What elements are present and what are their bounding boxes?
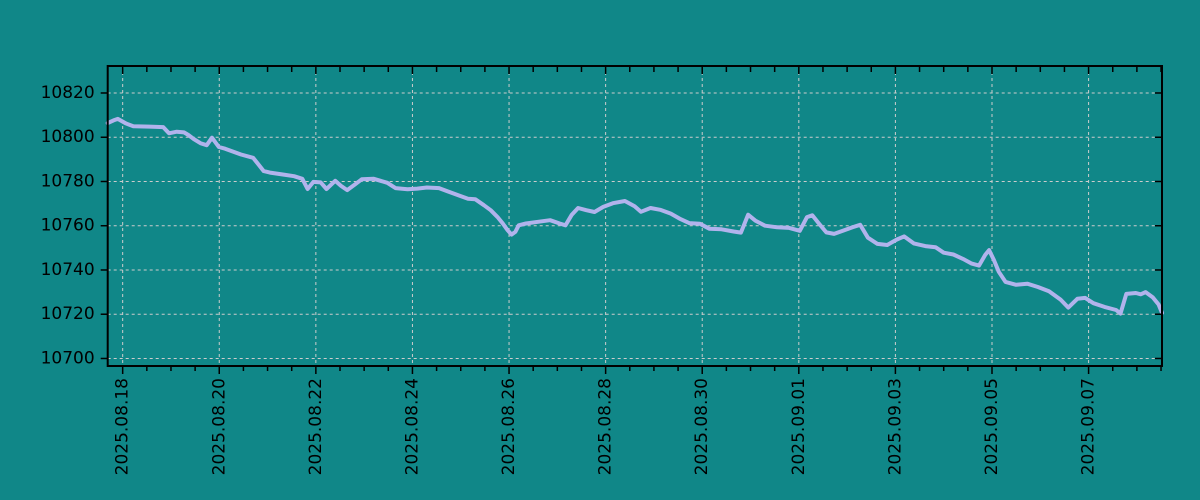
x-tick-label: 2025.09.05 xyxy=(982,378,1002,475)
x-axis-labels: 2025.08.18 2025.08.20 2025.08.22 2025.08.24… xyxy=(113,378,1099,475)
y-tick-label: 10820 xyxy=(41,83,95,103)
x-tick-label: 2025.08.22 xyxy=(306,378,326,475)
y-tick-label: 10740 xyxy=(41,260,95,280)
axis-ticks xyxy=(100,66,1162,374)
y-tick-label: 10720 xyxy=(41,304,95,324)
y-tick-label: 10700 xyxy=(41,348,95,368)
x-tick-label: 2025.08.24 xyxy=(402,378,422,475)
x-tick-label: 2025.09.01 xyxy=(789,378,809,475)
x-tick-label: 2025.08.26 xyxy=(499,378,519,475)
x-tick-label: 2025.09.07 xyxy=(1079,378,1099,475)
x-tick-label: 2025.08.20 xyxy=(209,378,229,475)
x-tick-label: 2025.08.18 xyxy=(113,378,133,475)
y-tick-label: 10800 xyxy=(41,127,95,147)
y-axis-labels: 10700 10720 10740 10760 10780 10800 10820 xyxy=(41,83,95,368)
x-tick-label: 2025.08.30 xyxy=(692,378,712,475)
x-tick-label: 2025.08.28 xyxy=(596,378,616,475)
data-line-instances xyxy=(105,116,1164,316)
y-tick-label: 10760 xyxy=(41,216,95,236)
y-tick-label: 10780 xyxy=(41,171,95,191)
gridlines xyxy=(107,66,1162,366)
plot-border xyxy=(106,65,1164,367)
x-tick-label: 2025.09.03 xyxy=(885,378,905,475)
